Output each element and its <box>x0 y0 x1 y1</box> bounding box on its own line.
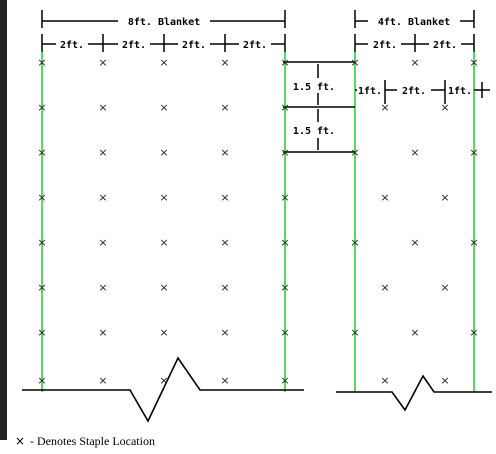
row-spacing-label-1: 1.5 ft. <box>293 82 335 93</box>
staple-marker: × <box>37 326 46 339</box>
blanket-8ft-segment-1: 2ft. <box>60 40 84 51</box>
row-spacing-dimension: 1.5 ft. 1.5 ft. <box>283 61 355 153</box>
blanket-8ft-label: 8ft. Blanket <box>128 17 200 28</box>
staple-marker: × <box>440 281 449 294</box>
staple-marker: × <box>159 374 168 387</box>
staple-marker: × <box>440 101 449 114</box>
staple-marker: × <box>37 236 46 249</box>
blanket-4ft-segments: 2ft. 2ft. <box>354 34 475 52</box>
staple-marker: × <box>98 101 107 114</box>
blanket-4ft-label: 4ft. Blanket <box>378 17 450 28</box>
staple-marker: × <box>280 326 289 339</box>
staple-marker: × <box>159 236 168 249</box>
staple-marker: × <box>440 374 449 387</box>
staple-marker: × <box>469 56 478 69</box>
staple-marker: × <box>280 281 289 294</box>
staples-4ft-blanket: × × × × × × × × × × × × × × × × × × × × <box>350 56 478 387</box>
staple-marker: × <box>37 281 46 294</box>
staple-marker: × <box>469 236 478 249</box>
staple-marker: × <box>469 146 478 159</box>
staple-marker: × <box>380 101 389 114</box>
staple-marker: × <box>220 326 229 339</box>
staple-marker: × <box>220 374 229 387</box>
staple-marker: × <box>410 146 419 159</box>
blanket-4ft-segment-1: 2ft. <box>373 40 397 51</box>
staple-marker: × <box>350 146 359 159</box>
staple-marker: × <box>350 56 359 69</box>
row-spacing-label-2: 1.5 ft. <box>293 126 335 137</box>
staple-marker: × <box>37 191 46 204</box>
staple-marker: × <box>159 101 168 114</box>
blanket-8ft-header: 8ft. Blanket <box>41 10 286 28</box>
staple-marker: × <box>98 191 107 204</box>
blanket-4ft-segment-2: 2ft. <box>433 40 457 51</box>
blanket-8ft-segment-3: 2ft. <box>182 40 206 51</box>
blanket-8ft-segment-2: 2ft. <box>122 40 146 51</box>
staple-marker: × <box>220 101 229 114</box>
staple-marker: × <box>280 101 289 114</box>
staple-marker: × <box>37 146 46 159</box>
x-mark-icon: × <box>15 434 25 448</box>
staple-marker: × <box>220 281 229 294</box>
staple-marker: × <box>350 236 359 249</box>
staple-marker: × <box>98 374 107 387</box>
staple-marker: × <box>280 191 289 204</box>
staggered-segment-2: 2ft. <box>402 86 426 97</box>
staple-marker: × <box>98 146 107 159</box>
blanket-8ft-segments: 2ft. 2ft. 2ft. 2ft. <box>41 34 286 52</box>
staple-marker: × <box>380 374 389 387</box>
break-line-icon <box>22 356 304 423</box>
staple-marker: × <box>280 56 289 69</box>
staple-marker: × <box>159 146 168 159</box>
staple-marker: × <box>98 281 107 294</box>
staple-marker: × <box>380 191 389 204</box>
staggered-segment-1: 1ft. <box>358 86 382 97</box>
staple-marker: × <box>159 326 168 339</box>
seam-lines <box>41 52 475 392</box>
staple-marker: × <box>37 374 46 387</box>
staples-8ft-blanket: × × × × × × × × × × × × × × × × × × × × × × × × × × × × × × × × × × × × × × × × <box>37 56 289 387</box>
legend-text: - Denotes Staple Location <box>30 434 155 448</box>
staple-marker: × <box>410 56 419 69</box>
staple-marker: × <box>220 146 229 159</box>
staple-marker: × <box>280 236 289 249</box>
staple-marker: × <box>37 101 46 114</box>
staple-marker: × <box>98 56 107 69</box>
staple-marker: × <box>98 326 107 339</box>
staple-marker: × <box>469 326 478 339</box>
break-line-icon <box>336 374 492 412</box>
staple-marker: × <box>98 236 107 249</box>
staple-marker: × <box>159 281 168 294</box>
legend: × - Denotes Staple Location <box>15 434 155 448</box>
staple-marker: × <box>220 56 229 69</box>
blanket-8ft-segment-4: 2ft. <box>243 40 267 51</box>
staple-marker: × <box>410 326 419 339</box>
staple-marker: × <box>380 281 389 294</box>
staple-marker: × <box>280 374 289 387</box>
staple-marker: × <box>37 56 46 69</box>
blanket-4ft-header: 4ft. Blanket <box>354 10 475 28</box>
staple-marker: × <box>159 191 168 204</box>
staple-marker: × <box>440 191 449 204</box>
left-frame-bar <box>0 0 7 440</box>
staple-marker: × <box>220 236 229 249</box>
staple-marker: × <box>280 146 289 159</box>
staple-marker: × <box>220 191 229 204</box>
staple-marker: × <box>350 326 359 339</box>
staple-marker: × <box>410 236 419 249</box>
staggered-dimension: 1ft. 2ft. 1ft. <box>355 80 490 104</box>
staple-marker: × <box>159 56 168 69</box>
staggered-segment-3: 1ft. <box>448 86 472 97</box>
